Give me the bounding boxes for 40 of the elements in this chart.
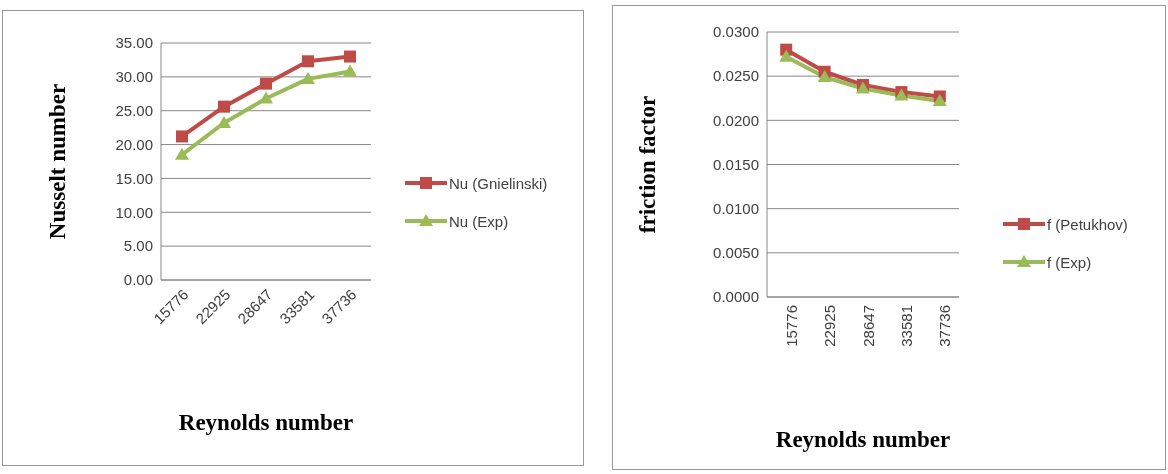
x-tick-label: 37736 <box>936 305 954 347</box>
x-tick-label: 28647 <box>859 305 877 347</box>
y-tick-label: 25.00 <box>115 102 153 120</box>
y-tick-label: 30.00 <box>115 68 153 86</box>
y-tick-label: 35.00 <box>115 34 153 52</box>
x-tick-label: 15776 <box>782 305 800 347</box>
y-tick-label: 0.0050 <box>713 244 759 262</box>
legend-label: Nu (Exp) <box>449 212 510 232</box>
point <box>301 71 315 84</box>
y-axis-title: friction factor <box>635 95 661 234</box>
y-tick-label: 0.0150 <box>713 155 759 173</box>
y-tick-label: 20.00 <box>115 135 153 153</box>
y-tick-label: 0.00 <box>123 271 153 289</box>
y-tick-label: 0.0200 <box>713 111 759 129</box>
x-axis-title: Reynolds number <box>775 427 951 452</box>
point <box>343 64 357 77</box>
point <box>259 91 273 104</box>
y-tick-label: 5.00 <box>123 237 153 255</box>
y-tick-label: 15.00 <box>115 169 153 187</box>
x-tick-label: 33581 <box>898 305 916 347</box>
point <box>176 130 188 143</box>
y-tick-label: 10.00 <box>115 203 153 221</box>
y-tick-label: 0.0000 <box>713 288 759 306</box>
legend-label: f (Exp) <box>1047 253 1093 273</box>
y-tick-label: 0.0300 <box>713 23 759 41</box>
point <box>217 115 231 128</box>
point <box>779 49 794 62</box>
legend-label: f (Petukhov) <box>1047 215 1129 235</box>
x-axis-title: Reynolds number <box>178 410 354 435</box>
y-tick-label: 0.0250 <box>713 67 759 85</box>
point <box>260 77 272 90</box>
x-tick-label: 22925 <box>821 305 839 347</box>
point <box>218 100 230 113</box>
point <box>302 55 314 68</box>
point <box>817 70 832 83</box>
legend-label: Nu (Gnielinski) <box>449 174 549 194</box>
point <box>344 50 356 63</box>
point <box>175 147 189 160</box>
y-axis-title: Nusselt number <box>45 83 71 240</box>
y-tick-label: 0.0100 <box>713 199 759 217</box>
